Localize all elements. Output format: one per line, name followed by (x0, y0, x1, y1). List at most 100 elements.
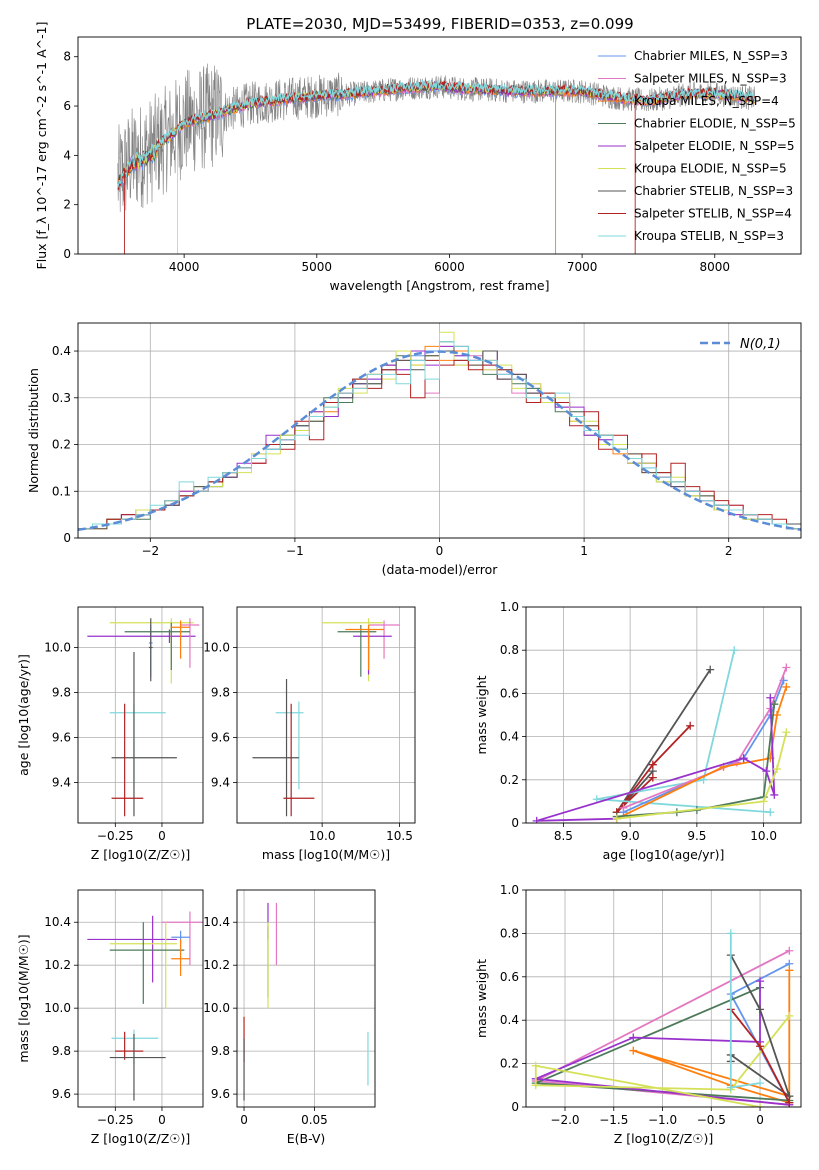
x-tick-label: 0.05 (301, 1113, 328, 1127)
x-tick-label: 0 (436, 544, 444, 558)
weight-marker (759, 797, 768, 806)
weight-vs-Z-marks (531, 929, 794, 1107)
age-vs-Z-panel: −0.25 0 9.4 9.6 9.8 10.0 Z [log10(Z/Z☉)] age [l… (16, 607, 203, 862)
weight-marker (770, 790, 779, 799)
legend-label: Salpeter STELIB, N_SSP=4 (634, 207, 792, 221)
weight-marker (648, 773, 657, 782)
y-tick-label: 9.4 (52, 776, 71, 790)
x-tick-label: 8.5 (554, 829, 573, 843)
y-tick-label: 0.2 (500, 773, 519, 787)
x-tick-label: −0.5 (697, 1113, 726, 1127)
y-tick-label: 1.0 (500, 883, 519, 897)
x-axis-label: Z [log10(Z/Z☉)] (91, 1131, 191, 1146)
legend-label: Salpeter MILES, N_SSP=3 (634, 72, 787, 86)
weight-marker (532, 816, 541, 823)
mass-vs-Z-marks (87, 911, 203, 1101)
weight-marker (772, 765, 781, 773)
y-tick-label: 9.8 (52, 686, 71, 700)
x-axis-label: age [log10(age/yr)] (603, 847, 725, 862)
weight-marker (762, 767, 771, 776)
residual-histogram-frame (77, 322, 802, 539)
weight-vs-age-panel: 8.5 9.0 9.5 10.0 0 0.2 0.4 0.6 0.8 1.0 age [log10(… (474, 600, 801, 862)
x-tick-label: 5000 (302, 260, 333, 274)
weight-line (616, 669, 711, 813)
x-tick-label: 10.5 (386, 829, 413, 843)
weight-line (616, 725, 691, 813)
x-tick-label: 10.0 (309, 829, 336, 843)
y-tick-label: 0.2 (500, 1057, 519, 1071)
weight-vs-age-frame (525, 606, 802, 824)
weight-marker (531, 1061, 540, 1070)
y-tick-label: 10.4 (44, 915, 71, 929)
y-tick-label: 2 (63, 198, 71, 212)
x-tick-label: −2.0 (550, 1113, 579, 1127)
y-tick-label: 0 (63, 247, 71, 261)
weight-line (596, 649, 771, 814)
x-tick-label: −1 (286, 544, 304, 558)
y-axis-label: mass weight (474, 959, 489, 1038)
x-axis-label: E(B-V) (287, 1131, 326, 1146)
y-tick-label: 10.0 (203, 641, 230, 655)
y-tick-label: 10.2 (44, 958, 71, 972)
y-tick-label: 10.0 (203, 1001, 230, 1015)
weight-marker (785, 966, 794, 975)
gaussian-curve (78, 350, 801, 532)
weight-marker (686, 721, 695, 730)
x-tick-label: 9.5 (687, 829, 706, 843)
weight-marker (531, 1081, 540, 1090)
residual-histogram-marks (78, 331, 801, 538)
x-axis-label: Z [log10(Z/Z☉)] (614, 1131, 714, 1146)
legend-label: Salpeter ELODIE, N_SSP=5 (634, 139, 795, 153)
weight-marker (782, 663, 791, 672)
weight-marker (772, 711, 781, 719)
mass-vs-Z-frame (77, 889, 204, 1108)
x-tick-label: 6000 (434, 260, 465, 274)
age-vs-mass-frame (236, 606, 416, 824)
y-tick-label: 8 (63, 50, 71, 64)
weight-marker (730, 646, 739, 655)
age-vs-mass-marks (252, 618, 400, 817)
weight-marker (766, 693, 775, 702)
y-tick-label: 0.2 (52, 438, 71, 452)
weight-marker (785, 946, 794, 955)
mass-vs-ebv-marks (243, 902, 369, 1101)
y-tick-label: 9.8 (211, 686, 230, 700)
weight-marker (648, 760, 657, 769)
weight-marker (629, 1033, 638, 1042)
x-axis-label: wavelength [Angstrom, rest frame] (329, 278, 549, 293)
figure-title: PLATE=2030, MJD=53499, FIBERID=0353, z=0… (246, 15, 633, 33)
x-tick-label: −2 (141, 544, 159, 558)
y-tick-label: 10.4 (203, 915, 230, 929)
y-tick-label: 0.8 (500, 926, 519, 940)
x-tick-label: 2 (725, 544, 733, 558)
y-tick-label: 9.8 (52, 1044, 71, 1058)
y-tick-label: 10.2 (203, 958, 230, 972)
x-axis-label: (data-model)/error (382, 562, 499, 577)
x-tick-label: 4000 (169, 260, 200, 274)
legend-label: Kroupa MILES, N_SSP=4 (634, 94, 779, 108)
y-tick-label: 9.6 (52, 731, 71, 745)
x-tick-label: −1.0 (648, 1113, 677, 1127)
spectrum-model-line (117, 79, 756, 188)
age-vs-Z-frame (77, 606, 204, 824)
y-tick-label: 0.4 (52, 344, 71, 358)
legend-label: Chabrier MILES, N_SSP=3 (634, 49, 788, 63)
spectrum-panel: 4000 5000 6000 7000 8000 0 2 4 6 8 wavelength [Ang… (34, 22, 796, 293)
y-axis-label: Flux [f_λ 10^-17 erg cm^-2 s^-1 A^-1] (34, 22, 49, 270)
weight-marker (612, 814, 621, 823)
weight-marker (770, 700, 779, 709)
y-tick-label: 0.6 (500, 970, 519, 984)
age-vs-Z-marks (87, 618, 200, 817)
spectrum-marks (117, 63, 756, 254)
spectrum-frame (77, 36, 802, 255)
x-tick-label: 7000 (567, 260, 598, 274)
x-tick-label: −0.25 (97, 1113, 134, 1127)
weight-line (616, 686, 788, 820)
x-tick-label: 9.0 (621, 829, 640, 843)
legend-label: N(0,1) (740, 337, 781, 352)
x-axis-label: mass [log10(M/M☉)] (262, 847, 390, 862)
x-tick-label: −0.25 (97, 829, 134, 843)
weight-marker (726, 1083, 735, 1092)
y-tick-label: 0 (511, 1100, 519, 1114)
x-tick-label: 10.0 (750, 829, 777, 843)
